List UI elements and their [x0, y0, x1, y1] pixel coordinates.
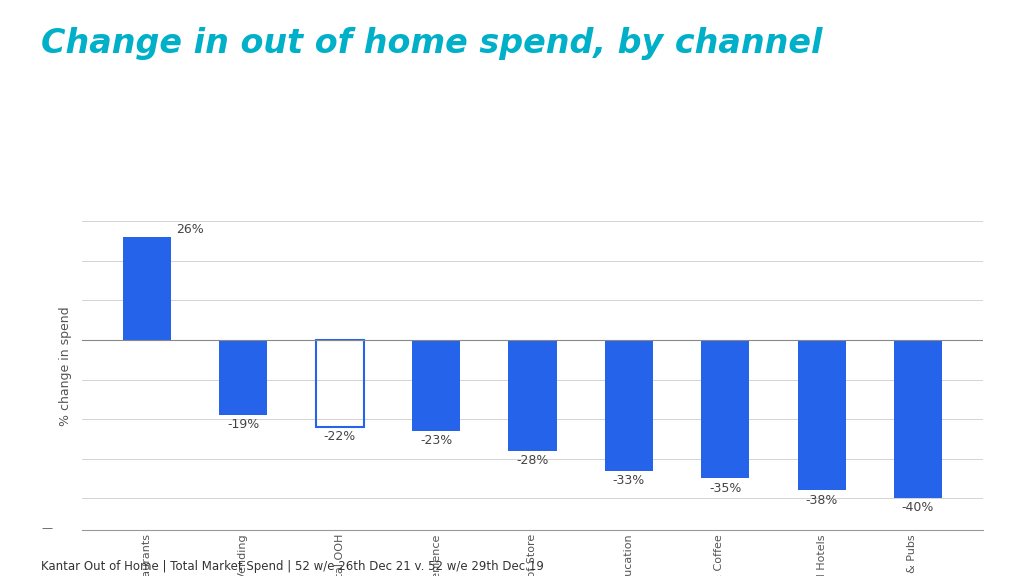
Text: -19%: -19% [227, 418, 259, 431]
Bar [315, 340, 364, 427]
Bar [798, 340, 846, 490]
Bar [508, 340, 557, 451]
Bar [123, 237, 171, 340]
Bar [605, 340, 653, 471]
Text: —: — [41, 523, 52, 533]
Text: Kantar Out of Home | Total Market Spend | 52 w/e 26th Dec 21 v. 52 w/e 29th Dec : Kantar Out of Home | Total Market Spend … [41, 560, 544, 573]
Text: -33%: -33% [612, 473, 645, 487]
Bar [412, 340, 460, 431]
Text: -35%: -35% [709, 482, 741, 495]
Bar [219, 340, 267, 415]
Y-axis label: % change in spend: % change in spend [58, 306, 72, 426]
Bar [701, 340, 750, 479]
Text: -23%: -23% [420, 434, 453, 447]
Text: -38%: -38% [806, 494, 838, 506]
Text: Change in out of home spend, by channel: Change in out of home spend, by channel [41, 28, 822, 60]
Text: -22%: -22% [324, 430, 356, 444]
Text: -40%: -40% [902, 502, 934, 514]
Bar [894, 340, 942, 498]
Text: -28%: -28% [516, 454, 549, 467]
Text: 26%: 26% [176, 223, 204, 236]
